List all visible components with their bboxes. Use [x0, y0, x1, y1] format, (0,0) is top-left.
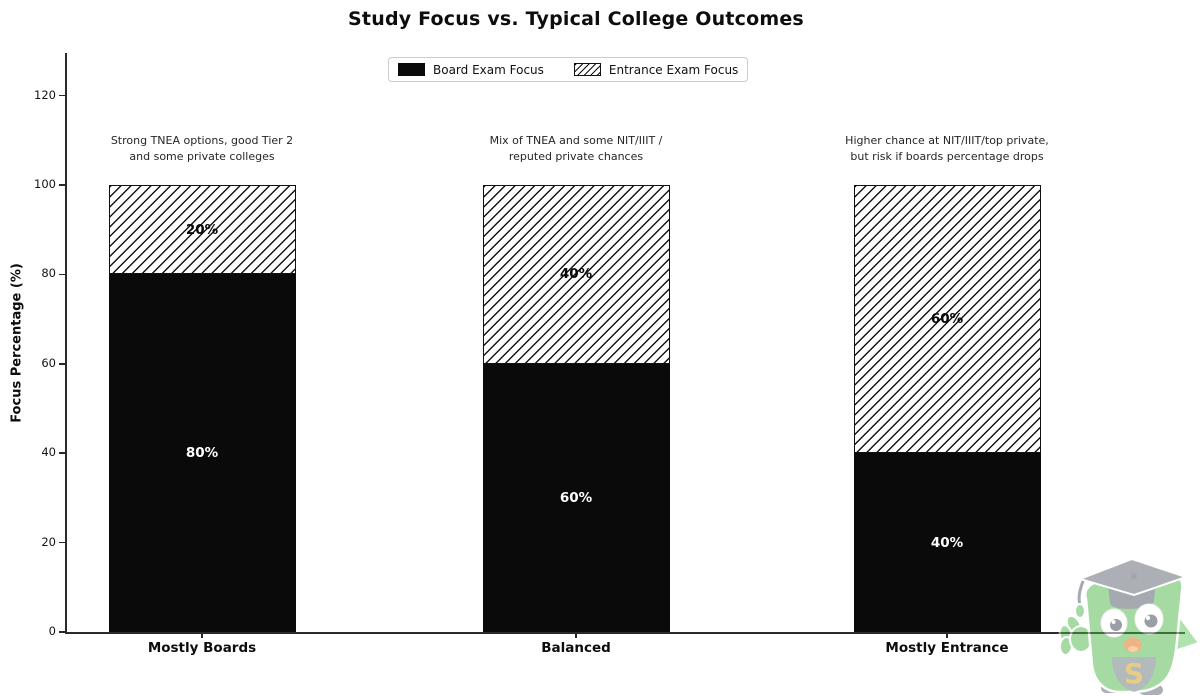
y-tick-label: 60: [41, 355, 56, 370]
annotation-line: Mix of TNEA and some NIT/IIIT /: [489, 134, 663, 147]
bar-segment-entrance: 20%: [108, 185, 296, 275]
x-tick-mark: [946, 633, 948, 638]
bar-annotation: Mix of TNEA and some NIT/IIIT / reputed p…: [386, 133, 766, 164]
x-category-label: Mostly Entrance: [885, 640, 1009, 656]
x-tick-mark: [575, 633, 577, 638]
eye-highlight: [1145, 615, 1151, 621]
mascot-tongue: [1128, 646, 1138, 652]
eye-highlight: [1111, 620, 1116, 624]
tassel-cord-icon: [1077, 578, 1086, 606]
legend-swatch-solid-icon: [398, 63, 425, 76]
bar-segment-entrance: 40%: [482, 185, 670, 364]
annotation-line: but risk if boards percentage drops: [850, 149, 1044, 163]
mascot-watermark: S: [1058, 557, 1200, 697]
bar-segment-board: 60%: [482, 363, 670, 632]
bar-annotation: Higher chance at NIT/IIIT/top private, bu…: [757, 133, 1137, 164]
y-tick-mark: [59, 363, 65, 365]
y-tick-mark: [59, 631, 65, 633]
y-tick-mark: [59, 273, 65, 276]
bar-segment-board: 80%: [108, 274, 296, 632]
bar-segment-entrance: 60%: [853, 185, 1041, 454]
legend-swatch-hatch-icon: [573, 63, 601, 76]
bar-value-label: 60%: [930, 311, 964, 328]
cap-button-icon: [1131, 573, 1137, 579]
badge-shield-icon: [1112, 657, 1156, 692]
y-tick-label: 100: [34, 177, 56, 191]
y-tick-label: 0: [48, 624, 56, 638]
legend-label-board: Board Exam Focus: [433, 62, 544, 77]
y-axis-label: Focus Percentage (%): [9, 263, 25, 423]
y-axis-line: [65, 53, 67, 632]
y-tick-label: 80: [41, 266, 56, 281]
y-tick-label: 20: [41, 534, 56, 549]
y-tick-mark: [59, 541, 65, 544]
bar-value-label: 40%: [930, 534, 964, 551]
badge-letter: S: [1124, 657, 1144, 690]
bar-value-label: 40%: [559, 266, 593, 283]
mascot-waving-hand: [1058, 614, 1093, 656]
annotation-line: Higher chance at NIT/IIIT/top private,: [845, 134, 1049, 147]
bar-annotation: Strong TNEA options, good Tier 2 and some…: [12, 133, 392, 164]
x-category-label: Mostly Boards: [147, 640, 257, 656]
y-tick-label: 120: [34, 87, 56, 102]
legend-label-entrance: Entrance Exam Focus: [608, 62, 739, 77]
y-tick-mark: [59, 94, 65, 97]
y-tick-mark: [59, 184, 65, 186]
bar-value-label: 20%: [185, 221, 219, 238]
x-tick-mark: [201, 633, 203, 638]
mascot-pupil-left: [1110, 619, 1122, 631]
annotation-line: and some private colleges: [129, 149, 275, 163]
legend: Board Exam Focus Entrance Exam Focus: [388, 57, 749, 82]
y-tick-mark: [59, 452, 65, 454]
annotation-line: reputed private chances: [508, 149, 644, 163]
tassel-tip-icon: [1074, 603, 1086, 619]
bar-value-label: 60%: [559, 489, 593, 506]
bar-value-label: 80%: [185, 445, 219, 462]
x-axis-line: [65, 632, 1185, 634]
chart-title: Study Focus vs. Typical College Outcomes: [348, 8, 804, 30]
bar-segment-board: 40%: [853, 453, 1041, 632]
x-category-label: Balanced: [541, 640, 611, 656]
annotation-line: Strong TNEA options, good Tier 2: [110, 134, 294, 147]
y-tick-label: 40: [41, 445, 56, 460]
